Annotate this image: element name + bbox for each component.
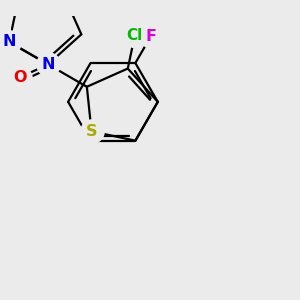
Text: F: F <box>146 28 156 44</box>
Text: N: N <box>2 34 16 50</box>
Text: N: N <box>41 57 55 72</box>
Text: O: O <box>13 70 27 85</box>
Text: Cl: Cl <box>127 28 143 43</box>
Text: S: S <box>86 124 97 139</box>
